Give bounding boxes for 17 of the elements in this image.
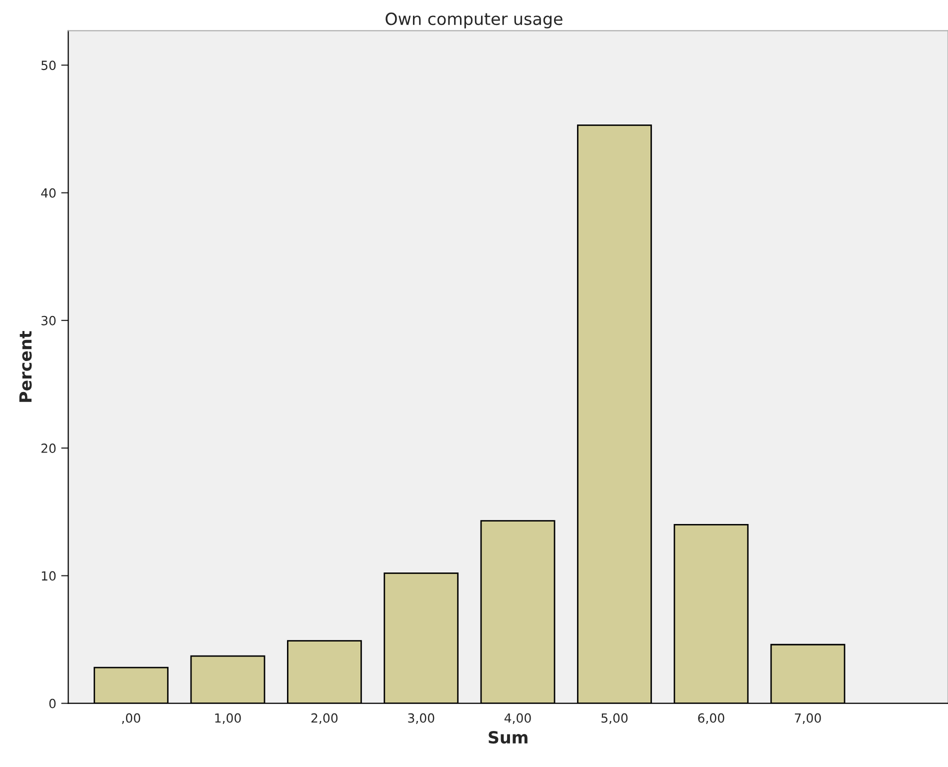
x-tick-label: ,00	[122, 713, 140, 724]
y-tick-label: 0	[49, 698, 56, 708]
y-tick-label: 10	[42, 571, 56, 581]
x-tick-label: 1,00	[215, 713, 241, 724]
x-tick-label: 4,00	[504, 713, 531, 724]
x-tick-label: 7,00	[794, 713, 821, 724]
y-tick-label: 40	[41, 188, 56, 198]
y-tick-label: 50	[42, 60, 56, 70]
chart-title: Own computer usage	[386, 12, 562, 28]
x-tick-label: 3,00	[408, 713, 434, 724]
y-tick-label: 20	[41, 444, 56, 453]
x-tick-label: 6,00	[698, 713, 724, 724]
x-axis-title: Sum	[488, 731, 528, 744]
x-tick-label: 5,00	[602, 713, 628, 724]
x-tick-label: 2,00	[311, 713, 338, 724]
y-tick-label: 30	[41, 316, 56, 326]
y-axis-title: Percent	[19, 331, 32, 402]
